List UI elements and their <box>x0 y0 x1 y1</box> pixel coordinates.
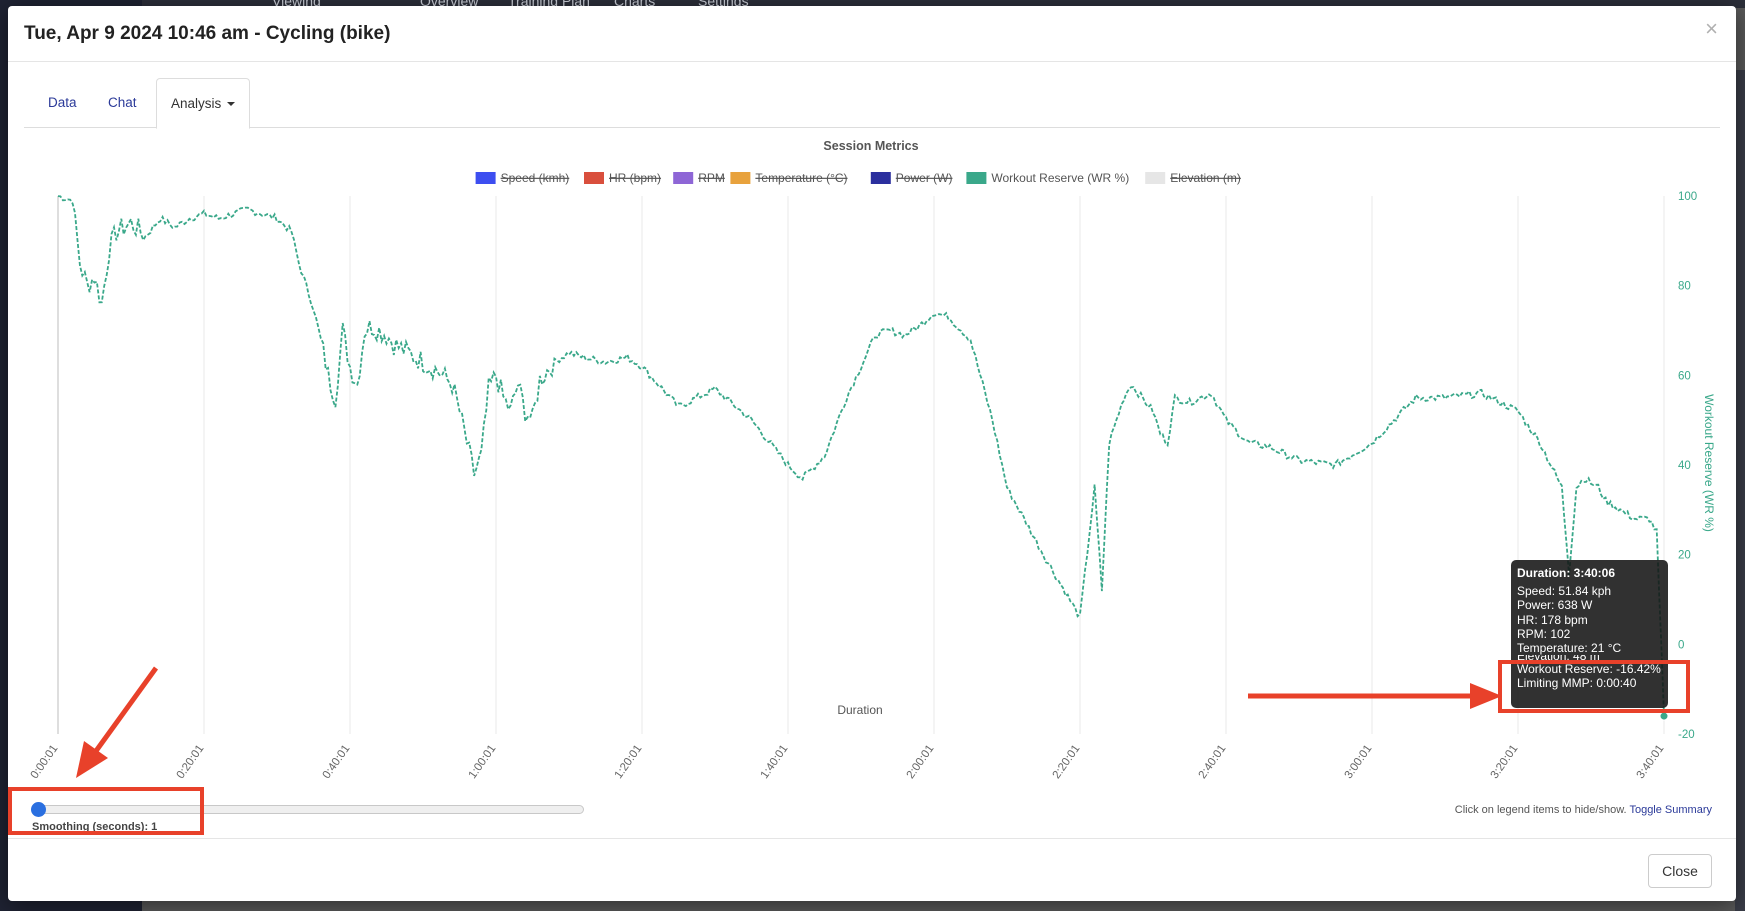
legend-swatch[interactable] <box>966 172 987 184</box>
x-tick-label: 3:00:01 <box>1343 743 1375 781</box>
tab-label: Chat <box>108 95 137 110</box>
caret-down-icon <box>227 102 236 107</box>
x-tick-label: 2:20:01 <box>1051 743 1083 781</box>
y-axis-label: Workout Reserve (WR %) <box>1702 394 1716 532</box>
tooltip-line: RPM: 102 <box>1517 626 1571 641</box>
x-tick-label: 1:00:01 <box>467 743 499 781</box>
legend-hint: Click on legend items to hide/show. Togg… <box>1455 804 1712 816</box>
x-tick-label: 1:40:01 <box>759 743 791 781</box>
x-tick-label: 0:40:01 <box>321 743 353 781</box>
background-topbar <box>0 0 1745 8</box>
x-tick-label: 3:20:01 <box>1489 743 1521 781</box>
x-tick-label: 3:40:01 <box>1635 743 1667 781</box>
background-nav-item: Charts <box>614 0 656 9</box>
chart-legend: Speed (kmh) HR (bpm) RPM Temperature (°C) Po… <box>475 171 1241 185</box>
smoothing-label: Smoothing (seconds): 1 <box>32 821 158 833</box>
y-tick-label: -20 <box>1678 729 1695 741</box>
tab-data[interactable]: Data <box>34 78 91 128</box>
tooltip-title: Duration: 3:40:06 <box>1517 566 1616 580</box>
y-tick-label: 0 <box>1678 639 1684 651</box>
legend-swatch[interactable] <box>730 172 751 184</box>
tab-label: Data <box>48 95 77 110</box>
tooltip-line: Power: 638 W <box>1517 598 1593 613</box>
modal-title: Tue, Apr 9 2024 10:46 am - Cycling (bike… <box>24 23 391 44</box>
session-metrics-chart: Session Metrics Speed (kmh) HR (bpm) RPM Te… <box>29 139 1716 781</box>
annotation-box-tooltip <box>1498 660 1690 713</box>
legend-item-label[interactable]: Power (W) <box>896 171 953 185</box>
background-nav-item: Viewing <box>272 0 321 9</box>
background-nav-item: Settings <box>698 0 749 9</box>
background-nav-item: Training Plan <box>508 0 590 9</box>
hover-point[interactable] <box>1659 711 1669 721</box>
legend-swatch[interactable] <box>870 172 891 184</box>
x-axis-label: Duration <box>837 703 882 717</box>
legend-swatch[interactable] <box>475 172 496 184</box>
y-tick-label: 100 <box>1678 191 1697 203</box>
tab-chat[interactable]: Chat <box>94 78 151 128</box>
modal-footer-divider <box>8 838 1736 839</box>
tab-label: Analysis <box>171 96 222 111</box>
x-tick-label: 2:00:01 <box>905 743 937 781</box>
x-tick-label: 1:20:01 <box>613 743 645 781</box>
tooltip-line: Speed: 51.84 kph <box>1517 584 1612 599</box>
legend-swatch[interactable] <box>584 172 604 184</box>
tooltip-line: HR: 178 bpm <box>1517 612 1588 627</box>
activity-modal: Tue, Apr 9 2024 10:46 am - Cycling (bike… <box>8 6 1736 901</box>
legend-item-label[interactable]: Elevation (m) <box>1170 171 1241 185</box>
y-tick-label: 20 <box>1678 550 1691 562</box>
y-axis-ticks: 100 80 60 40 20 0 -20 <box>1678 191 1697 741</box>
annotation-box-smoothing <box>8 787 204 835</box>
tab-analysis[interactable]: Analysis <box>156 78 251 129</box>
chart-title: Session Metrics <box>823 139 918 153</box>
x-tick-label: 0:20:01 <box>175 743 207 781</box>
legend-item-label[interactable]: Workout Reserve (WR %) <box>991 171 1129 185</box>
tooltip-line: Temperature: 21 °C <box>1517 641 1622 656</box>
smoothing-slider-handle[interactable] <box>31 802 46 817</box>
close-button[interactable]: Close <box>1648 854 1712 888</box>
legend-swatch[interactable] <box>673 172 694 184</box>
y-tick-label: 80 <box>1678 281 1691 293</box>
legend-item-label[interactable]: Speed (kmh) <box>501 171 570 185</box>
legend-item-label[interactable]: RPM <box>698 171 725 185</box>
x-axis-ticks: 0:00:01 0:20:01 0:40:01 1:00:01 1:20:01 1:40:… <box>29 743 1667 781</box>
chart-gridlines <box>57 196 1665 734</box>
tooltip-line: Limiting MMP: 0:00:40 <box>1517 676 1637 691</box>
chart-tooltip: Duration: 3:40:06 Speed: 51.84 kph Power… <box>1511 560 1668 708</box>
tooltip-line: Elevation: 48 m <box>1517 655 1600 663</box>
background-right-strip <box>1735 70 1745 911</box>
legend-item-label[interactable]: HR (bpm) <box>609 171 661 185</box>
y-tick-label: 60 <box>1678 370 1691 382</box>
x-tick-label: 0:00:01 <box>29 743 61 781</box>
tooltip-line: Workout Reserve: -16.42% <box>1517 662 1661 677</box>
legend-hint-text: Click on legend items to hide/show. <box>1454 804 1627 816</box>
modal-tabs: Data Chat Analysis <box>24 78 1720 129</box>
legend-item-label[interactable]: Temperature (°C) <box>755 171 847 185</box>
chart-series <box>57 195 1669 721</box>
background-nav-item: Overview <box>420 0 479 9</box>
close-icon[interactable]: × <box>1705 16 1718 41</box>
legend-swatch[interactable] <box>1145 172 1166 184</box>
x-tick-label: 2:40:01 <box>1197 743 1229 781</box>
workout-reserve-line <box>57 195 1665 717</box>
modal-header: Tue, Apr 9 2024 10:46 am - Cycling (bike… <box>8 6 1736 62</box>
toggle-summary-link[interactable]: Toggle Summary <box>1629 804 1712 816</box>
y-tick-label: 40 <box>1678 460 1691 472</box>
